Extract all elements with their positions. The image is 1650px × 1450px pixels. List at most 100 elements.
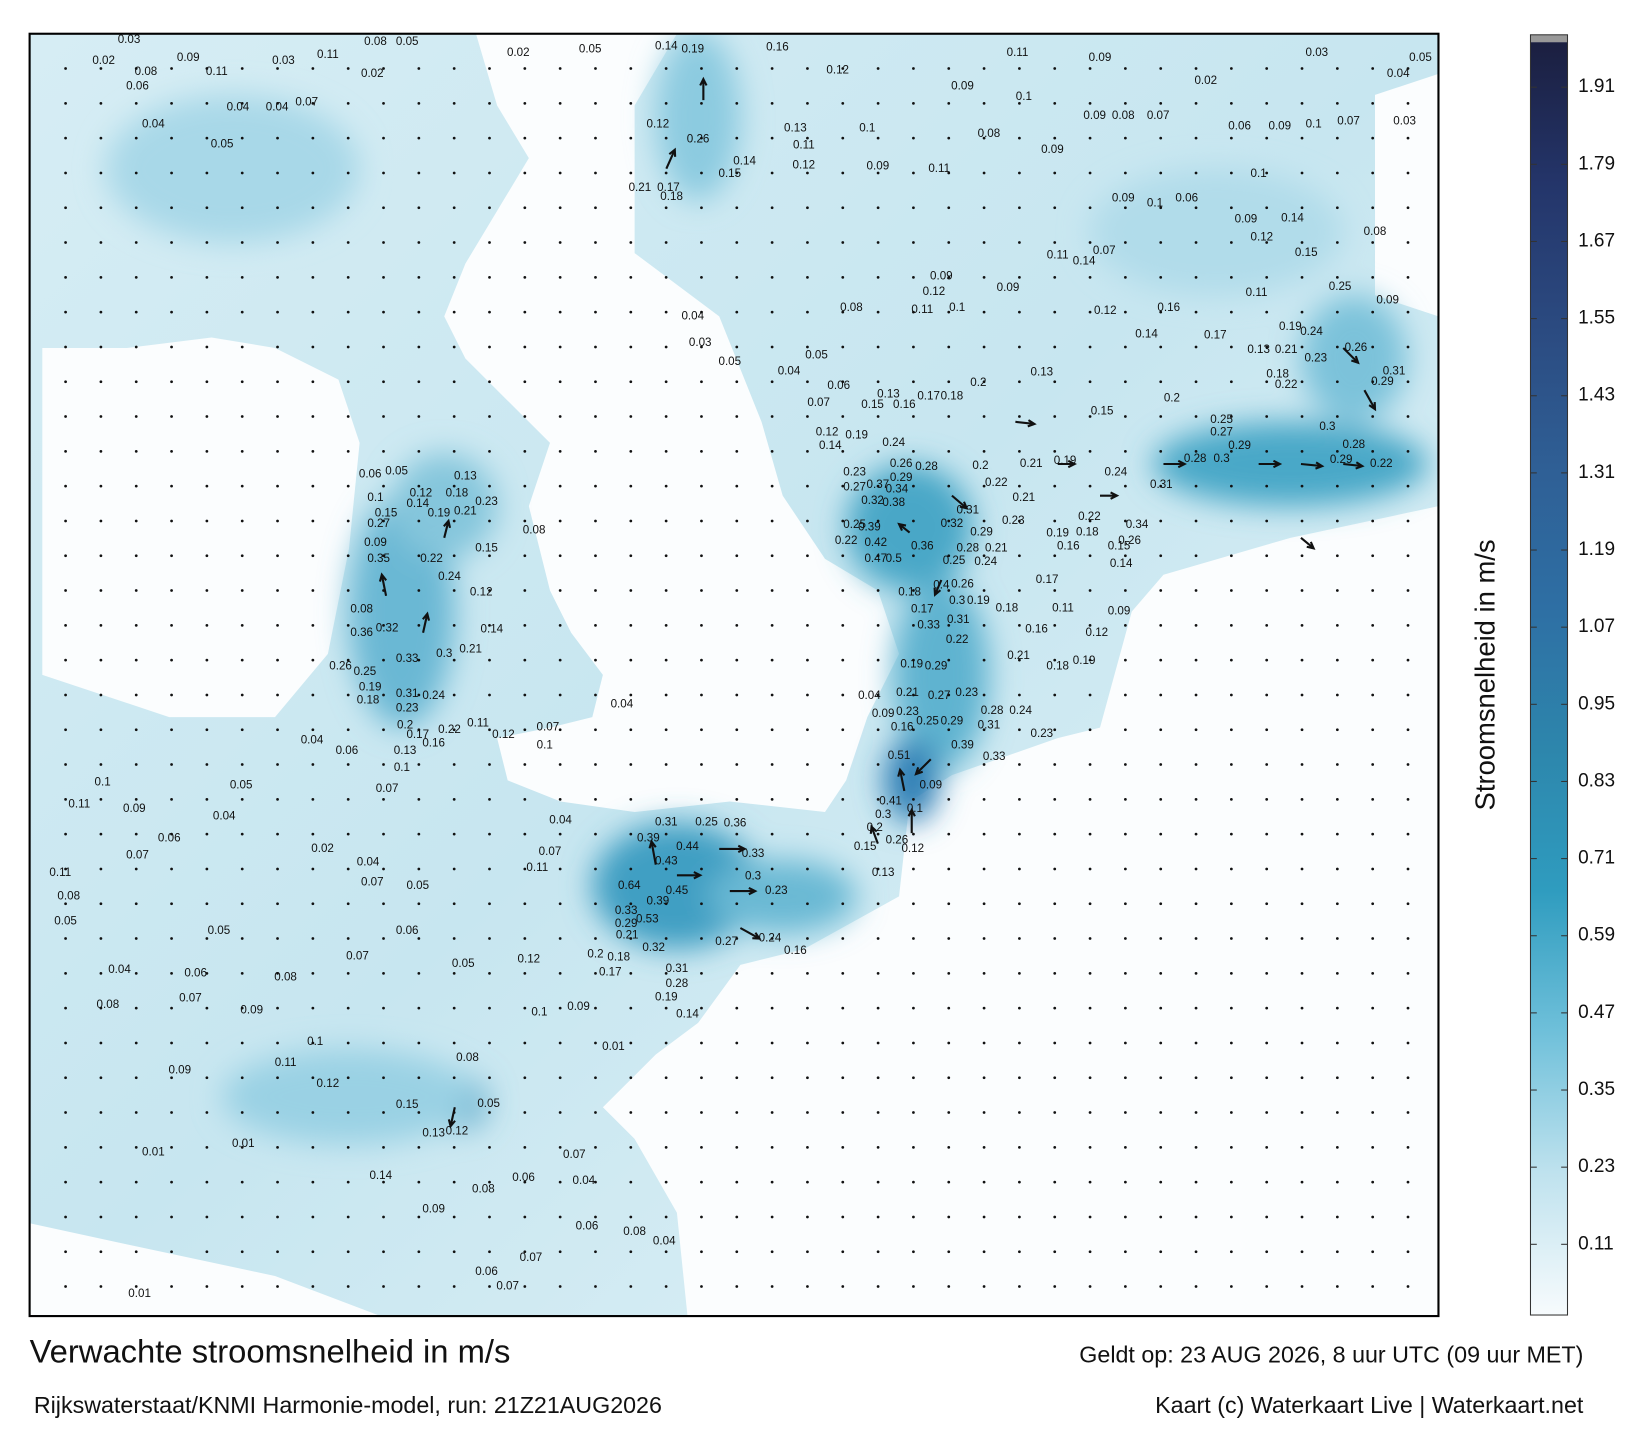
map-label: 0.27 (843, 480, 866, 493)
grid-dot (346, 728, 350, 732)
grid-dot (982, 136, 986, 140)
map-label: 0.09 (867, 160, 890, 173)
grid-dot (735, 415, 739, 418)
map-label: 0.4 (933, 578, 950, 591)
grid-dot (876, 310, 880, 314)
grid-dot (1229, 971, 1233, 975)
grid-dot (947, 1145, 951, 1149)
grid-dot (311, 937, 315, 940)
grid-dot (452, 275, 456, 279)
grid-dot (982, 797, 986, 801)
map-label: 0.25 (1329, 280, 1352, 293)
grid-dot (452, 763, 456, 766)
grid-dot (99, 1250, 103, 1254)
grid-dot (947, 345, 951, 349)
grid-dot (64, 1250, 67, 1254)
grid-dot (523, 380, 527, 384)
grid-dot (523, 241, 527, 244)
current-arrow (648, 839, 657, 865)
grid-dot (1265, 380, 1269, 384)
grid-dot (205, 693, 209, 697)
grid-dot (240, 136, 244, 140)
grid-dot (1124, 1006, 1127, 1010)
colorbar-label: Stroomsnelheid in m/s (1469, 539, 1500, 810)
grid-dot (1265, 241, 1269, 244)
map-label: 0.09 (1235, 212, 1258, 225)
current-arrow (1057, 459, 1077, 469)
grid-dot (558, 1215, 562, 1219)
grid-dot (664, 623, 668, 627)
grid-dot (1194, 171, 1198, 175)
grid-dot (1371, 1111, 1375, 1114)
colorbar-tick-label: 0.23 (1578, 1156, 1615, 1177)
grid-dot (170, 658, 173, 662)
map-label: 0.31 (1383, 364, 1406, 377)
grid-dot (735, 136, 739, 140)
grid-dot (382, 693, 385, 697)
grid-dot (488, 693, 491, 697)
grid-dot (1371, 937, 1375, 940)
grid-dot (452, 484, 456, 488)
map-label: 0.06 (475, 1265, 498, 1278)
grid-dot (1124, 345, 1127, 349)
grid-dot (770, 589, 774, 592)
map-label: 0.28 (666, 977, 689, 990)
grid-dot (134, 971, 138, 975)
grid-dot (311, 623, 315, 627)
grid-dot (1265, 484, 1269, 488)
map-label: 0.04 (573, 1174, 596, 1187)
grid-dot (1371, 310, 1375, 314)
grid-dot (1159, 484, 1163, 488)
grid-dot (594, 380, 597, 384)
grid-dot (1088, 136, 1092, 140)
grid-dot (99, 449, 103, 453)
grid-dot (876, 449, 880, 453)
grid-dot (806, 728, 809, 732)
map-label: 0.09 (364, 536, 387, 549)
grid-dot (1371, 971, 1375, 975)
grid-dot (982, 971, 986, 975)
grid-dot (912, 310, 915, 314)
grid-dot (1265, 1006, 1269, 1010)
grid-dot (806, 415, 809, 418)
map-label: 0.08 (135, 65, 158, 78)
grid-dot (276, 832, 279, 836)
colorbar-tick-label: 1.31 (1578, 462, 1615, 483)
grid-dot (1053, 67, 1057, 70)
map-label: 0.11 (1052, 602, 1074, 615)
grid-dot (134, 241, 138, 244)
grid-dot (770, 1006, 774, 1010)
grid-dot (1194, 1145, 1198, 1149)
grid-dot (276, 1076, 279, 1080)
grid-dot (99, 519, 103, 523)
map-label: 0.2 (1164, 392, 1180, 405)
grid-dot (134, 1215, 138, 1219)
map-label: 0.08 (1364, 225, 1387, 238)
grid-dot (417, 345, 421, 349)
grid-dot (346, 1041, 350, 1045)
grid-dot (1194, 101, 1198, 105)
grid-dot (1406, 1180, 1410, 1184)
map-label: 0.08 (364, 35, 387, 48)
grid-dot (1406, 310, 1410, 314)
grid-dot (240, 206, 244, 210)
map-label: 0.1 (1147, 197, 1163, 210)
grid-dot (629, 658, 633, 662)
grid-dot (488, 902, 491, 906)
grid-dot (417, 241, 421, 244)
map-label: 0.11 (49, 866, 71, 879)
map-label: 0.21 (1013, 491, 1036, 504)
grid-dot (170, 275, 173, 279)
grid-dot (64, 797, 67, 801)
grid-dot (382, 971, 385, 975)
grid-dot (700, 902, 703, 906)
map-label: 0.25 (843, 518, 866, 531)
grid-dot (1088, 763, 1092, 766)
map-label: 0.09 (123, 802, 146, 815)
grid-dot (594, 171, 597, 175)
grid-dot (982, 241, 986, 244)
grid-dot (1300, 275, 1304, 279)
grid-dot (594, 1076, 597, 1080)
map-label: 0.07 (179, 992, 202, 1005)
